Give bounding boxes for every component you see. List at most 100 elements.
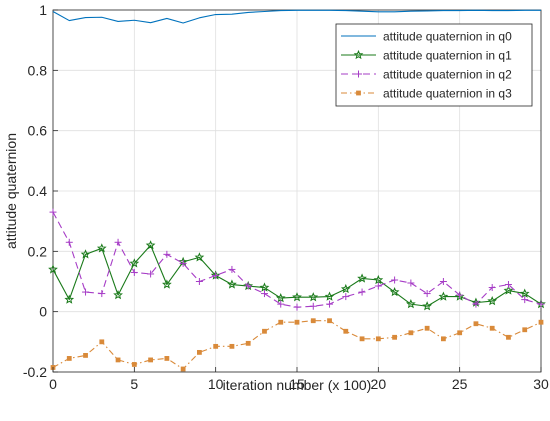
data-point: [275, 292, 286, 303]
legend-marker: [356, 90, 361, 96]
y-tick-label: 0.6: [28, 123, 48, 139]
data-point: [164, 356, 170, 361]
data-point: [357, 273, 367, 283]
data-point: [148, 357, 154, 363]
data-point: [229, 343, 235, 349]
data-point: [179, 259, 187, 267]
data-point: [115, 357, 121, 363]
series-layer: [48, 9, 546, 372]
data-point: [244, 282, 252, 290]
data-point: [65, 238, 73, 246]
legend-label: attitude quaternion in q0: [383, 30, 512, 44]
y-tick-label: -0.2: [23, 364, 47, 380]
data-point: [194, 252, 205, 262]
x-tick-label: 10: [208, 376, 224, 392]
x-tick-label: 20: [371, 376, 387, 392]
y-tick-label: 0.8: [28, 62, 48, 78]
x-tick-label: 30: [533, 376, 549, 392]
data-point: [278, 319, 284, 325]
x-tick-label: 0: [49, 376, 57, 392]
y-tick-label: 0: [39, 304, 47, 320]
data-point: [392, 334, 398, 340]
legend-box: [335, 23, 533, 107]
y-tick-label: 0.2: [28, 243, 48, 259]
data-point: [308, 292, 319, 302]
data-point: [309, 302, 317, 310]
data-point: [424, 325, 430, 331]
data-point: [113, 289, 123, 300]
data-point: [293, 303, 301, 311]
data-point: [82, 288, 90, 296]
x-tick-label: 15: [289, 376, 305, 392]
data-point: [375, 336, 381, 342]
data-point: [488, 284, 496, 292]
x-tick-label: 5: [130, 376, 138, 392]
data-point: [340, 283, 351, 294]
data-point: [406, 299, 416, 309]
data-point: [310, 318, 316, 324]
data-point: [538, 319, 544, 325]
series-q1: [48, 240, 546, 311]
data-point: [66, 356, 72, 361]
data-point: [99, 339, 105, 345]
data-point: [180, 366, 186, 372]
data-point: [521, 296, 529, 304]
x-axis: 0 5 10 15 20 25 30: [49, 367, 549, 392]
data-point: [373, 274, 384, 285]
data-point: [423, 290, 431, 298]
data-point: [408, 330, 414, 336]
data-point: [294, 319, 300, 325]
legend-marker: [353, 49, 364, 60]
data-point: [64, 294, 75, 304]
data-point: [145, 240, 156, 250]
data-point: [96, 243, 107, 253]
data-point: [519, 288, 530, 298]
x-axis-label: iteration number (x 100): [223, 377, 372, 393]
series-q0: [52, 9, 541, 24]
data-point: [389, 286, 400, 297]
data-point: [129, 258, 140, 268]
data-point: [48, 264, 58, 274]
data-point: [391, 276, 399, 284]
data-point: [147, 270, 155, 278]
data-point: [506, 334, 511, 340]
data-point: [438, 291, 449, 301]
data-point: [277, 300, 285, 308]
data-point: [422, 301, 432, 311]
data-point: [98, 290, 106, 298]
y-tick-label: 1: [39, 2, 47, 18]
data-point: [326, 300, 334, 308]
data-point: [324, 291, 335, 301]
y-axis: -0.2 0 0.2 0.4 0.6 0.8 1: [23, 2, 58, 380]
data-point: [503, 285, 514, 295]
legend-marker: [355, 70, 362, 78]
data-point: [489, 325, 495, 331]
data-point: [114, 238, 122, 246]
data-point: [163, 250, 171, 258]
data-point: [212, 271, 220, 279]
data-point: [83, 353, 88, 358]
data-point: [487, 296, 498, 306]
y-axis-label: attitude quaternion: [3, 133, 19, 249]
data-point: [162, 279, 172, 289]
data-point: [130, 268, 138, 276]
series-line: [52, 9, 541, 24]
data-point: [457, 330, 463, 336]
y-tick-label: 0.4: [28, 183, 48, 199]
data-point: [374, 282, 382, 290]
data-point: [327, 318, 332, 324]
data-point: [228, 265, 236, 273]
data-point: [245, 340, 251, 346]
legend-item: attitude quaternion in q3: [341, 87, 512, 101]
data-point: [262, 328, 267, 334]
data-point: [473, 321, 479, 327]
data-point: [195, 278, 203, 285]
data-point: [504, 281, 512, 289]
data-point: [49, 208, 57, 216]
data-point: [343, 328, 349, 334]
data-point: [260, 290, 268, 298]
data-point: [439, 278, 447, 285]
data-point: [472, 300, 480, 308]
data-point: [131, 362, 137, 367]
